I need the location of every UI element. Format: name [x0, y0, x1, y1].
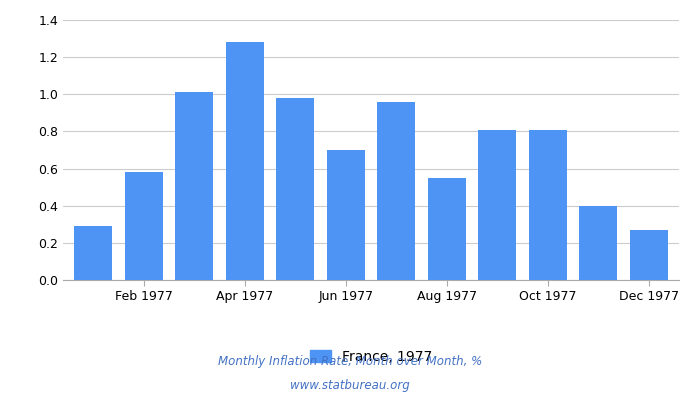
- Bar: [580, 206, 617, 280]
- Bar: [276, 98, 314, 280]
- Bar: [74, 226, 112, 280]
- Bar: [226, 42, 264, 280]
- Bar: [528, 130, 567, 280]
- Text: Monthly Inflation Rate, Month over Month, %: Monthly Inflation Rate, Month over Month…: [218, 356, 482, 368]
- Bar: [630, 230, 668, 280]
- Bar: [478, 130, 516, 280]
- Bar: [327, 150, 365, 280]
- Bar: [175, 92, 214, 280]
- Bar: [125, 172, 162, 280]
- Bar: [377, 102, 415, 280]
- Text: www.statbureau.org: www.statbureau.org: [290, 380, 410, 392]
- Bar: [428, 178, 466, 280]
- Legend: France, 1977: France, 1977: [304, 344, 438, 369]
